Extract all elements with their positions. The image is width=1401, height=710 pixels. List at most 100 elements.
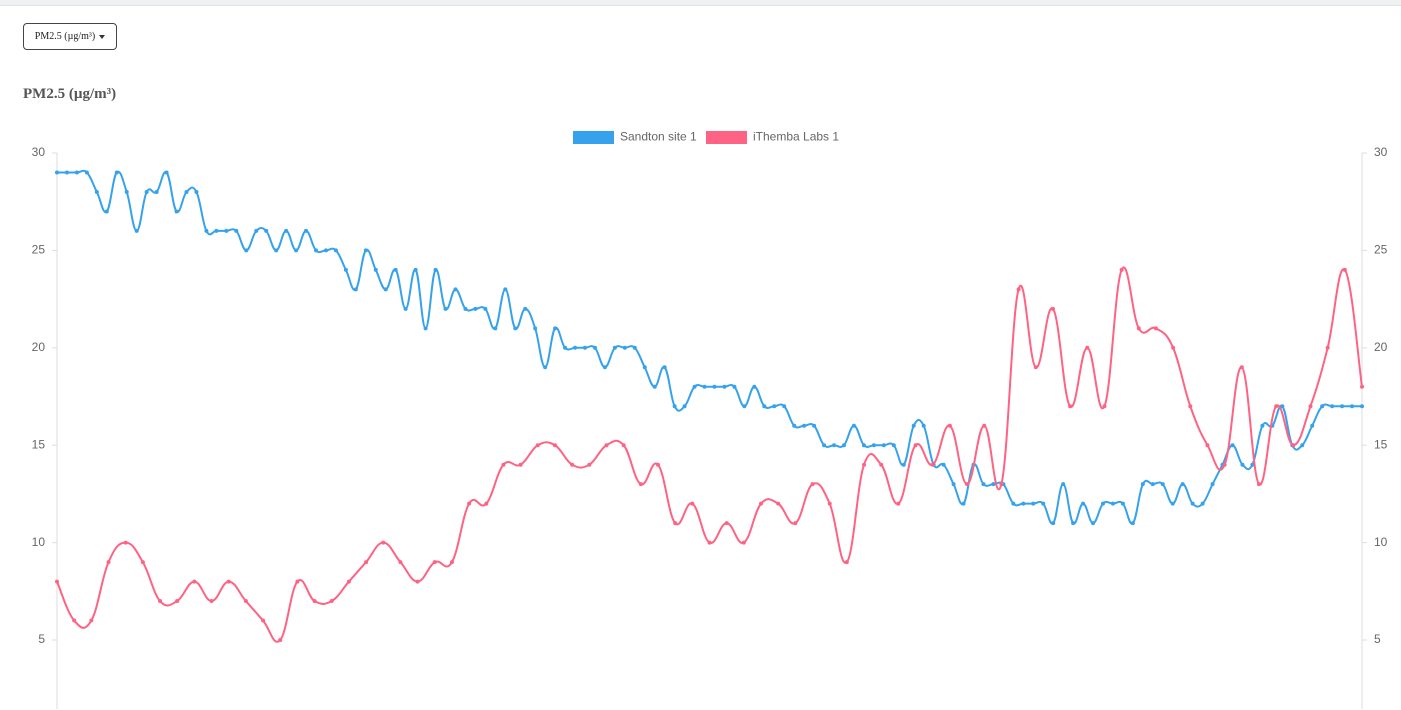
data-point (72, 618, 77, 623)
data-point (104, 209, 109, 214)
data-point (1160, 482, 1165, 487)
data-point (782, 404, 787, 409)
data-point (346, 579, 351, 584)
data-point (1071, 521, 1076, 526)
data-point (602, 365, 607, 370)
data-point (1102, 404, 1107, 409)
series-line (56, 169, 1362, 525)
data-point (712, 384, 717, 389)
data-point (762, 404, 767, 409)
data-point (891, 443, 896, 448)
data-point (871, 443, 876, 448)
y2-tick-label: 30 (1374, 145, 1388, 159)
legend-swatch (573, 131, 614, 144)
y2-tick-label: 10 (1374, 535, 1388, 549)
chart-title: PM2.5 (µg/m³) (23, 86, 117, 102)
data-point (1260, 423, 1265, 428)
data-point (1130, 521, 1135, 526)
data-point (1140, 482, 1145, 487)
data-point (642, 365, 647, 370)
data-point (662, 365, 667, 370)
data-point (1222, 462, 1227, 467)
data-point (772, 404, 777, 409)
data-point (563, 345, 568, 350)
data-point (901, 462, 906, 467)
data-point (1360, 404, 1364, 409)
y-tick-label: 10 (32, 535, 46, 549)
data-point (604, 443, 609, 448)
pollutant-dropdown[interactable]: PM2.5 (µg/m³) (23, 23, 117, 50)
data-point (844, 560, 849, 565)
data-point (752, 384, 757, 389)
data-point (433, 267, 438, 272)
data-point (810, 482, 815, 487)
data-point (573, 345, 578, 350)
data-point (1230, 443, 1235, 448)
data-point (1051, 521, 1056, 526)
data-point (1190, 501, 1195, 506)
data-point (587, 462, 592, 467)
data-point (55, 170, 59, 175)
data-point (94, 189, 99, 194)
data-point (1100, 501, 1105, 506)
legend-swatch (706, 131, 747, 144)
data-point (570, 462, 575, 467)
data-point (1150, 482, 1155, 487)
data-point (74, 170, 79, 175)
data-point (106, 560, 111, 565)
data-point (652, 384, 657, 389)
y-tick-label: 15 (32, 437, 46, 451)
y-tick-label: 20 (32, 340, 46, 354)
data-point (415, 579, 420, 584)
data-point (254, 228, 259, 233)
data-point (1256, 482, 1261, 487)
data-point (1239, 365, 1244, 370)
data-point (1200, 501, 1205, 506)
data-point (114, 170, 119, 175)
data-point (632, 345, 637, 350)
data-point (802, 423, 807, 428)
data-point (261, 618, 266, 623)
data-point (1350, 404, 1355, 409)
data-point (192, 579, 197, 584)
data-point (381, 540, 386, 545)
data-point (312, 599, 317, 604)
data-point (682, 404, 687, 409)
data-point (501, 462, 506, 467)
data-point (1342, 267, 1347, 272)
data-point (278, 638, 283, 643)
data-point (55, 579, 59, 584)
data-point (1170, 501, 1175, 506)
data-point (493, 326, 498, 331)
data-point (174, 209, 179, 214)
data-point (861, 443, 866, 448)
data-point (612, 345, 617, 350)
data-point (184, 189, 189, 194)
data-point (951, 482, 956, 487)
data-point (323, 248, 328, 253)
data-point (552, 443, 557, 448)
data-point (1340, 404, 1345, 409)
data-point (1119, 267, 1124, 272)
data-point (793, 521, 798, 526)
data-point (89, 618, 94, 623)
data-point (1320, 404, 1325, 409)
data-point (1308, 404, 1313, 409)
data-point (621, 443, 626, 448)
data-point (941, 462, 946, 467)
data-point (543, 365, 548, 370)
data-point (1031, 501, 1036, 506)
data-point (759, 501, 764, 506)
data-point (702, 384, 707, 389)
data-point (812, 423, 817, 428)
data-point (1171, 345, 1176, 350)
data-point (1136, 326, 1141, 331)
y2-tick-label: 20 (1374, 340, 1388, 354)
data-point (398, 560, 403, 565)
data-point (484, 501, 489, 506)
data-point (776, 501, 781, 506)
data-point (1274, 404, 1279, 409)
data-point (175, 599, 180, 604)
data-point (154, 189, 159, 194)
